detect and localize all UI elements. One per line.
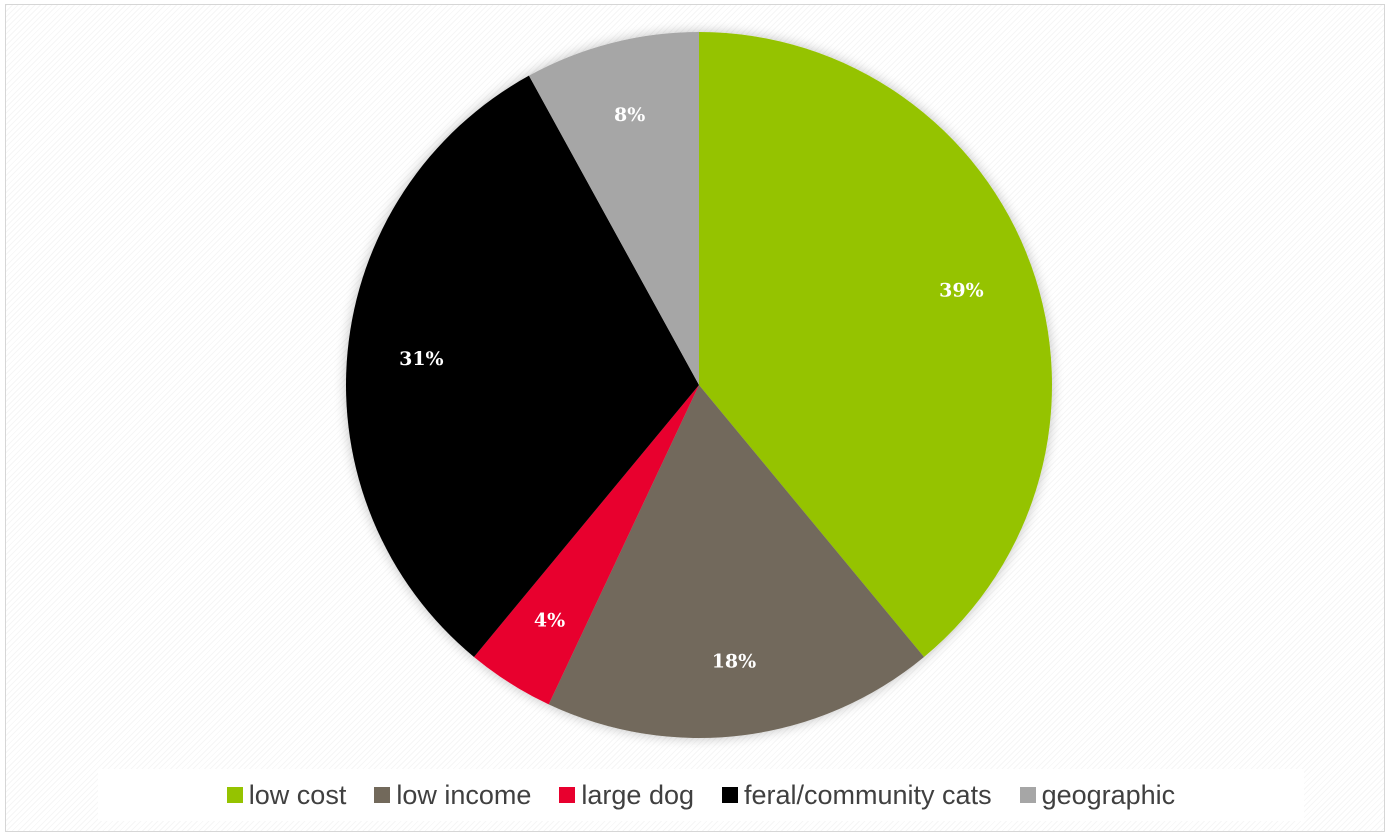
pie-slice-low-income — [548, 385, 925, 739]
pie-slice-feral-community-cats — [346, 75, 699, 657]
legend-label: low income — [396, 779, 532, 810]
pie-slice-low-cost — [699, 32, 1053, 657]
legend-swatch — [722, 787, 738, 803]
legend-label: feral/community cats — [744, 779, 992, 810]
slice-data-label: 31% — [399, 348, 444, 370]
slice-data-label: 8% — [614, 104, 645, 126]
legend-label: geographic — [1041, 779, 1176, 810]
slice-data-label: 4% — [534, 609, 565, 631]
legend-swatch — [226, 787, 243, 803]
slice-data-label: 18% — [712, 651, 757, 673]
legend-item-geographic: geographic — [1019, 779, 1176, 811]
legend-item-low-cost: low cost — [226, 779, 347, 811]
pie-slice-large-dog — [473, 385, 699, 705]
legend-swatch — [374, 787, 391, 803]
legend-swatch — [559, 787, 576, 803]
legend-item-feral-community-cats: feral/community cats — [722, 780, 992, 811]
chart-legend: low cost low income large dog feral/comm… — [98, 769, 1304, 821]
pie-slice-geographic — [528, 31, 699, 385]
slice-data-label: 39% — [939, 280, 984, 302]
legend-item-low-income: low income — [374, 780, 531, 811]
legend-label: low cost — [248, 779, 347, 810]
legend-swatch — [1019, 787, 1036, 803]
legend-item-large-dog: large dog — [559, 780, 694, 811]
legend-label: large dog — [581, 779, 694, 810]
